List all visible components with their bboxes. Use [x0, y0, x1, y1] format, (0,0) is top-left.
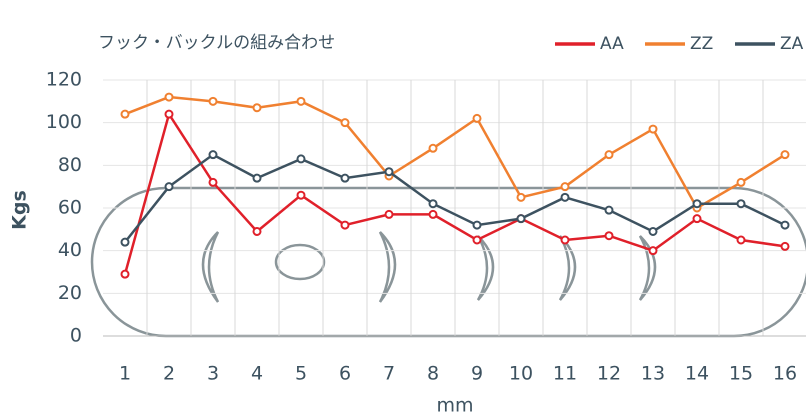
data-point: [472, 220, 482, 230]
data-point: [472, 235, 482, 245]
data-point: [208, 150, 218, 160]
data-point: [736, 199, 746, 209]
data-point: [692, 199, 702, 209]
x-tick-label: 10: [509, 363, 533, 385]
data-point: [736, 235, 746, 245]
data-point: [208, 177, 218, 187]
data-point: [120, 269, 130, 279]
legend-label: ZA: [780, 34, 804, 54]
x-tick-label: 12: [597, 363, 621, 385]
x-tick-label: 5: [295, 363, 307, 385]
y-tick-label: 100: [46, 111, 82, 133]
data-point: [780, 150, 790, 160]
data-point: [252, 226, 262, 236]
data-point: [604, 205, 614, 215]
x-tick-label: 1: [119, 363, 131, 385]
x-tick-label: 6: [339, 363, 351, 385]
data-point: [604, 150, 614, 160]
data-point: [780, 241, 790, 251]
data-point: [120, 237, 130, 247]
data-point: [164, 182, 174, 192]
x-tick-label: 15: [729, 363, 753, 385]
data-point: [120, 109, 130, 119]
y-tick-label: 60: [58, 197, 82, 219]
legend-label: ZZ: [690, 34, 713, 54]
x-tick-label: 13: [641, 363, 665, 385]
data-point: [208, 96, 218, 106]
data-point: [296, 96, 306, 106]
x-tick-label: 8: [427, 363, 439, 385]
series-line: [124, 153, 786, 243]
data-point: [296, 154, 306, 164]
y-tick-label: 40: [58, 239, 82, 261]
data-point: [780, 220, 790, 230]
data-point: [560, 192, 570, 202]
x-tick-label: 2: [163, 363, 175, 385]
x-tick-label: 4: [251, 363, 263, 385]
x-axis-label: mm: [436, 395, 473, 417]
data-point: [384, 209, 394, 219]
data-point: [604, 231, 614, 241]
y-tick-label: 20: [58, 282, 82, 304]
y-tick-label: 0: [70, 325, 82, 347]
chart-title: フック・バックルの組み合わせ: [98, 33, 335, 53]
data-point: [428, 143, 438, 153]
x-tick-label: 11: [553, 363, 577, 385]
data-point: [340, 118, 350, 128]
series-line: [124, 95, 786, 210]
y-tick-label: 80: [58, 154, 82, 176]
data-point: [340, 173, 350, 183]
y-tick-label: 120: [46, 69, 82, 91]
data-point: [472, 113, 482, 123]
data-point: [516, 214, 526, 224]
data-point: [164, 109, 174, 119]
y-axis-label: Kgs: [9, 190, 31, 230]
x-tick-label: 3: [207, 363, 219, 385]
data-point: [428, 199, 438, 209]
data-point: [340, 220, 350, 230]
data-point: [296, 190, 306, 200]
data-point: [560, 182, 570, 192]
legend-label: AA: [600, 34, 624, 54]
data-point: [560, 235, 570, 245]
x-tick-label: 14: [685, 363, 709, 385]
data-point: [428, 209, 438, 219]
data-point: [648, 226, 658, 236]
x-tick-label: 7: [383, 363, 395, 385]
series-line: [123, 111, 786, 275]
data-point: [252, 103, 262, 113]
data-point: [516, 192, 526, 202]
data-point: [648, 246, 658, 256]
data-point: [736, 177, 746, 187]
data-point: [252, 173, 262, 183]
data-point: [384, 167, 394, 177]
data-point: [648, 124, 658, 134]
x-tick-label: 9: [471, 363, 483, 385]
x-tick-label: 16: [773, 363, 797, 385]
data-point: [692, 214, 702, 224]
data-point: [164, 92, 174, 102]
